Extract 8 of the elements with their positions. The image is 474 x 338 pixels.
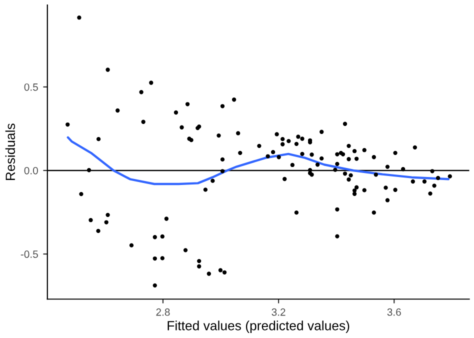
x-axis-title: Fitted values (predicted values) (168, 320, 350, 333)
y-tick-label: 0.5 (24, 83, 38, 91)
x-tick-label: 3.6 (387, 308, 401, 316)
y-tick-label: 0.0 (24, 166, 38, 174)
y-axis-title: Residuals (5, 124, 16, 180)
x-tick-label: 3.2 (272, 308, 286, 316)
y-tick-label: -0.5 (20, 250, 38, 258)
x-tick-label: 2.8 (156, 308, 170, 316)
